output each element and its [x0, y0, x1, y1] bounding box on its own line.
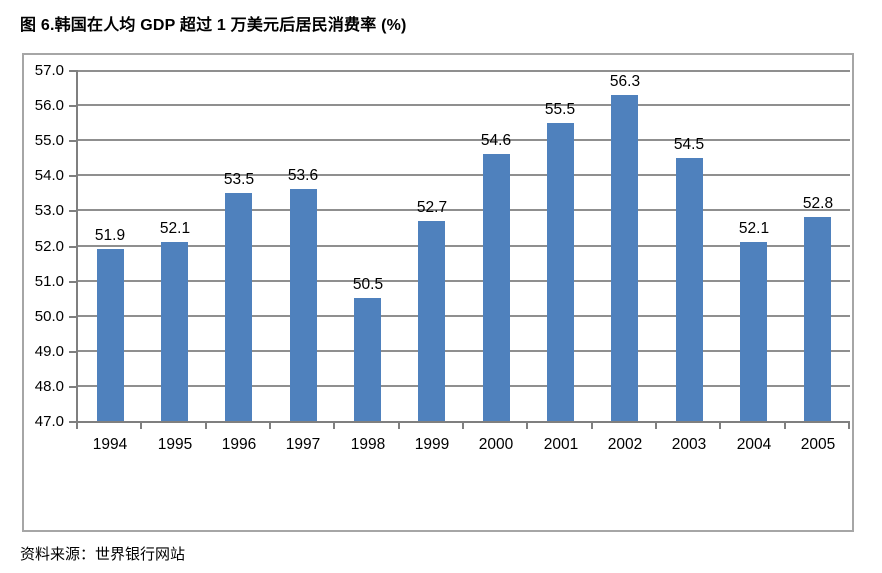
bar-value-label: 52.8	[802, 195, 834, 212]
x-axis-tick	[462, 423, 464, 429]
y-axis-tick-label: 56.0	[34, 97, 64, 114]
y-axis-tick	[69, 281, 76, 283]
y-axis-tick-label: 53.0	[34, 202, 64, 219]
x-axis-tick	[269, 423, 271, 429]
x-axis-tick	[848, 423, 850, 429]
y-axis-tick-label: 48.0	[34, 378, 64, 395]
chart-frame: 51.9 52.1 53.5 53.6 50.5 52.7 54.6 55.5 56.3 54.5…	[22, 53, 854, 532]
y-axis-tick	[69, 246, 76, 248]
bar	[97, 249, 124, 421]
x-axis-tick	[140, 423, 142, 429]
x-category-label: 2003	[671, 436, 707, 453]
figure-title: 图 6.韩国在人均 GDP 超过 1 万美元后居民消费率 (%)	[20, 17, 407, 34]
y-axis-tick	[69, 105, 76, 107]
x-category-label: 2001	[543, 436, 579, 453]
x-category-label: 1999	[414, 436, 450, 453]
x-axis-tick	[526, 423, 528, 429]
gridline	[78, 139, 850, 141]
gridline	[78, 209, 850, 211]
x-axis-tick	[591, 423, 593, 429]
x-category-label: 1995	[157, 436, 193, 453]
bar-value-label: 50.5	[352, 276, 384, 293]
bar-value-label: 56.3	[609, 73, 641, 90]
plot-area: 51.9 52.1 53.5 53.6 50.5 52.7 54.6 55.5 56.3 54.5…	[76, 70, 850, 423]
bar-value-label: 53.6	[287, 167, 319, 184]
bar	[547, 123, 574, 421]
y-axis-tick-label: 51.0	[34, 273, 64, 290]
y-axis-tick-label: 52.0	[34, 238, 64, 255]
bar-value-label: 52.1	[738, 220, 770, 237]
y-axis-tick-label: 49.0	[34, 343, 64, 360]
bar-value-label: 55.5	[544, 101, 576, 118]
bar	[290, 189, 317, 421]
y-axis-tick	[69, 140, 76, 142]
y-axis-tick-label: 50.0	[34, 308, 64, 325]
bar-value-label: 53.5	[223, 171, 255, 188]
bar	[483, 154, 510, 421]
y-axis-tick	[69, 316, 76, 318]
bar	[676, 158, 703, 421]
bar-value-label: 52.7	[416, 199, 448, 216]
gridline	[78, 104, 850, 106]
y-axis-tick	[69, 210, 76, 212]
x-category-label: 2002	[607, 436, 643, 453]
x-category-label: 1994	[92, 436, 128, 453]
x-axis-tick	[719, 423, 721, 429]
x-category-label: 1996	[221, 436, 257, 453]
gridline	[78, 315, 850, 317]
y-axis-tick	[69, 421, 76, 423]
bar-value-label: 54.5	[673, 136, 705, 153]
gridline	[78, 280, 850, 282]
bar	[354, 298, 381, 421]
bar-value-label: 52.1	[159, 220, 191, 237]
x-category-label: 2004	[736, 436, 772, 453]
gridline	[78, 174, 850, 176]
bar	[418, 221, 445, 421]
y-axis-tick	[69, 70, 76, 72]
gridline	[78, 245, 850, 247]
gridline	[78, 385, 850, 387]
x-category-label: 2005	[800, 436, 836, 453]
gridline	[78, 70, 850, 72]
x-axis-tick	[655, 423, 657, 429]
x-axis-tick	[76, 423, 78, 429]
bar	[161, 242, 188, 421]
y-axis-tick-label: 54.0	[34, 167, 64, 184]
bar	[225, 193, 252, 421]
y-axis-tick-label: 55.0	[34, 132, 64, 149]
y-axis-tick	[69, 386, 76, 388]
gridline	[78, 350, 850, 352]
bar-value-label: 51.9	[94, 227, 126, 244]
y-axis-tick	[69, 175, 76, 177]
x-axis-tick	[398, 423, 400, 429]
y-axis-tick-label: 57.0	[34, 62, 64, 79]
bar	[740, 242, 767, 421]
y-axis-tick	[69, 351, 76, 353]
bar	[804, 217, 831, 421]
source-note: 资料来源：世界银行网站	[20, 546, 186, 563]
x-category-label: 1998	[350, 436, 386, 453]
x-axis-tick	[333, 423, 335, 429]
bar-value-label: 54.6	[480, 132, 512, 149]
bar	[611, 95, 638, 421]
x-category-label: 1997	[285, 436, 321, 453]
x-axis-tick	[784, 423, 786, 429]
x-category-label: 2000	[478, 436, 514, 453]
y-axis-tick-label: 47.0	[34, 413, 64, 430]
x-axis-tick	[205, 423, 207, 429]
